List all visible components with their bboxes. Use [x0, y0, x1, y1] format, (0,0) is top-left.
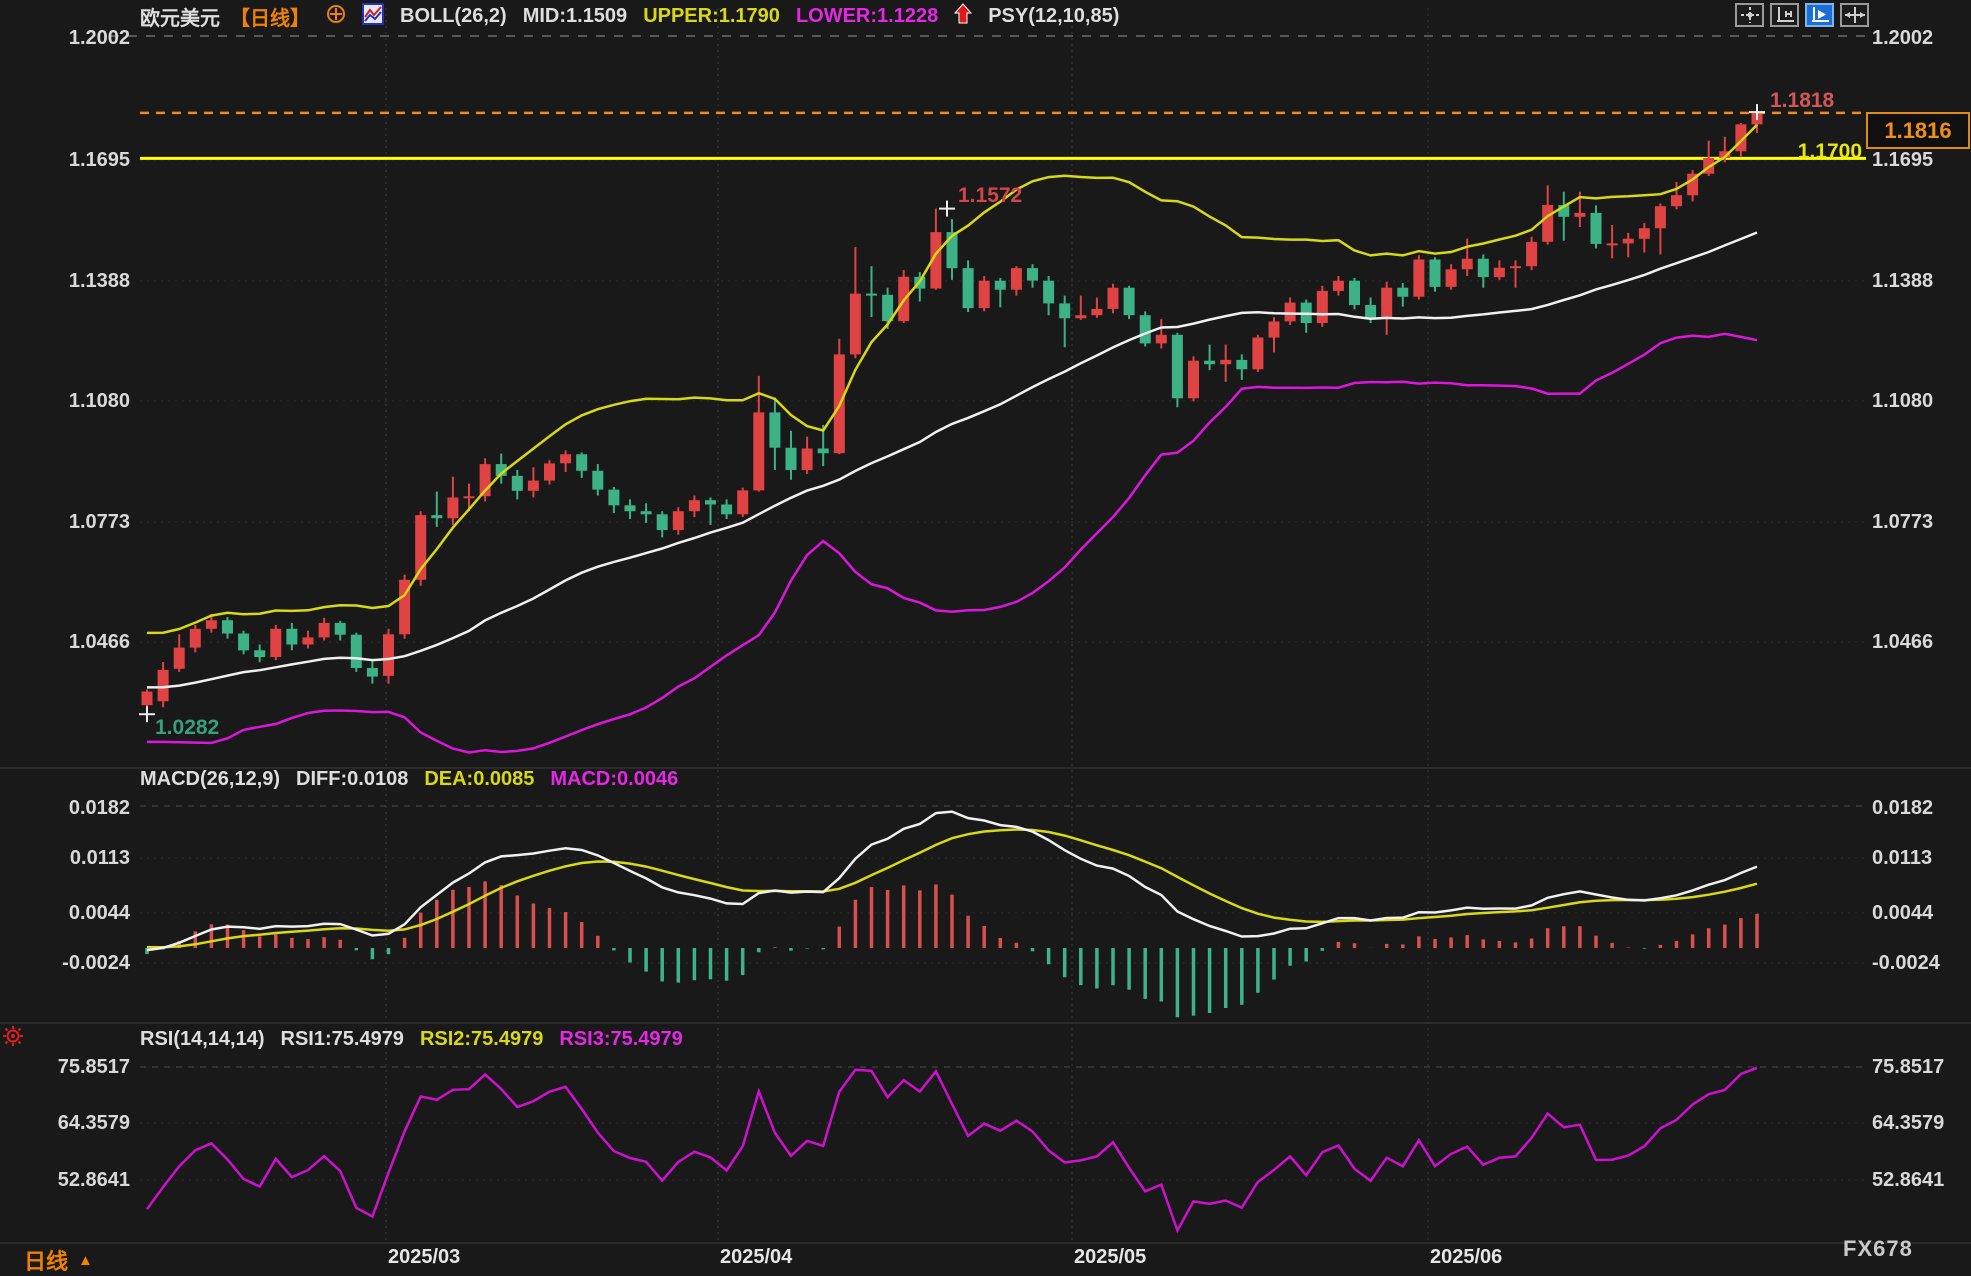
axis-tick-label: 64.3579: [57, 1112, 130, 1134]
time-axis-label: 2025/03: [388, 1246, 461, 1268]
axis-tick-label: 1.1388: [68, 270, 130, 292]
boll-label: BOLL(26,2): [400, 5, 507, 27]
time-axis-label: 2025/04: [720, 1246, 793, 1268]
rsi-header: RSI(14,14,14) RSI1:75.4979 RSI2:75.4979 …: [140, 1028, 699, 1051]
timeframe-arrow-icon: ▲: [78, 1251, 93, 1269]
macd-diff-value: DIFF:0.0108: [296, 768, 409, 790]
axis-tick-label: 0.0182: [1872, 797, 1934, 819]
macd-value: MACD:0.0046: [550, 768, 679, 790]
hline-price-label: 1.1700: [1797, 140, 1862, 163]
axis-tick-label: 0.0044: [1872, 902, 1934, 924]
axis-tick-label: 75.8517: [57, 1056, 130, 1078]
psy-label: PSY(12,10,85): [988, 5, 1120, 27]
chart-toolbar: [1735, 3, 1869, 27]
rsi2-value: RSI2:75.4979: [419, 1028, 544, 1050]
axis-tick-label: 52.8641: [1872, 1169, 1945, 1191]
axis-tick-label: -0.0024: [1872, 952, 1940, 974]
time-axis-label: 2025/05: [1074, 1246, 1147, 1268]
axis-tick-label: 1.2002: [68, 27, 130, 49]
axis-tick-label: 52.8641: [57, 1169, 130, 1191]
macd-header: MACD(26,12,9) DIFF:0.0108 DEA:0.0085 MAC…: [140, 768, 694, 791]
main-chart-header: 欧元美元 【日线】 BOLL(26,2) MID:1.1509 UPPER:1.…: [140, 2, 1135, 31]
rsi1-value: RSI1:75.4979: [280, 1028, 404, 1050]
axis-tick-label: 1.0773: [68, 511, 130, 533]
axis-tick-label: 1.2002: [1872, 27, 1934, 49]
axis-tick-label: 1.1388: [1872, 270, 1934, 292]
rsi-title: RSI(14,14,14): [140, 1028, 265, 1050]
collapse-circle-icon[interactable]: [326, 4, 346, 30]
axis-tick-label: 1.1695: [68, 149, 130, 171]
axis-tick-label: 64.3579: [1872, 1112, 1945, 1134]
macd-title: MACD(26,12,9): [140, 768, 281, 790]
axis-tick-label: 1.1080: [68, 390, 130, 412]
mini-chart-icon[interactable]: [362, 2, 384, 31]
timeframe-selector[interactable]: 日线 ▲: [24, 1244, 93, 1276]
boll-lower-value: LOWER:1.1228: [795, 5, 939, 27]
rsi3-value: RSI3:75.4979: [559, 1028, 683, 1050]
symbol-name: 欧元美元: [140, 8, 220, 30]
boll-upper-value: UPPER:1.1790: [643, 5, 780, 27]
axis-scale-button[interactable]: [1770, 3, 1799, 27]
time-axis-label: 2025/06: [1430, 1246, 1503, 1268]
axis-tick-label: 0.0044: [68, 902, 130, 924]
auto-scale-button-selected[interactable]: [1805, 3, 1834, 27]
axis-tick-label: 75.8517: [1872, 1056, 1945, 1078]
macd-dea-value: DEA:0.0085: [424, 768, 535, 790]
chart-high-label: 1.1572: [958, 184, 1023, 207]
boll-mid-value: MID:1.1509: [522, 5, 628, 27]
session-high-label: 1.1818: [1770, 89, 1835, 112]
axis-tick-label: 1.0466: [68, 631, 130, 653]
axis-tick-label: -0.0024: [62, 952, 130, 974]
up-arrow-icon: [954, 2, 973, 31]
axis-tick-label: 1.0773: [1872, 511, 1934, 533]
current-price-box: 1.1816: [1866, 112, 1970, 149]
axis-tick-label: 1.0466: [1872, 631, 1934, 653]
axis-tick-label: 0.0113: [69, 847, 130, 869]
pan-crosshair-button[interactable]: [1735, 3, 1764, 27]
watermark: FX678: [1843, 1236, 1913, 1261]
axis-tick-label: 0.0113: [1872, 847, 1933, 869]
axis-tick-label: 1.1695: [1872, 149, 1934, 171]
axis-tick-label: 0.0182: [68, 797, 130, 819]
period-tag: 【日线】: [230, 8, 310, 30]
shift-axis-button[interactable]: [1840, 3, 1869, 27]
axis-tick-label: 1.1080: [1872, 390, 1934, 412]
indicator-settings-icon[interactable]: [3, 1026, 23, 1051]
chart-low-label: 1.0282: [155, 716, 220, 739]
timeframe-label: 日线: [24, 1249, 69, 1274]
